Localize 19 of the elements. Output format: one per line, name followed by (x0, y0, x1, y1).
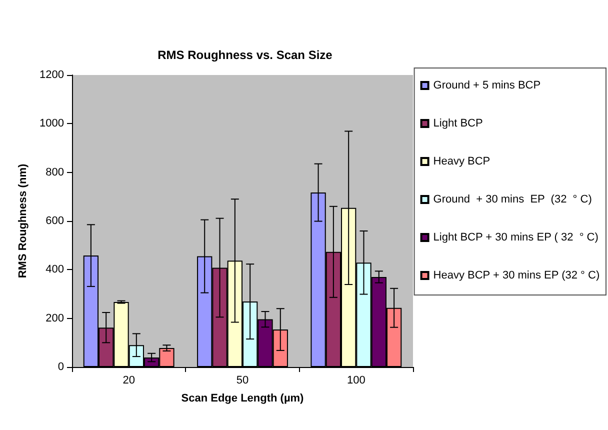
y-tick-label: 200 (46, 312, 64, 324)
legend-label: Heavy BCP (433, 156, 490, 168)
x-tick-label: 20 (122, 374, 135, 386)
y-tick-label: 1200 (40, 69, 64, 81)
y-tick-label: 800 (46, 166, 64, 178)
legend-label: Light BCP + 30 mins EP ( 32 ° C) (433, 232, 598, 244)
x-tick-label: 50 (236, 374, 249, 386)
x-axis-title: Scan Edge Length (µm) (181, 392, 304, 404)
chart-title: RMS Roughness vs. Scan Size (158, 48, 333, 62)
y-tick-label: 0 (58, 361, 64, 373)
y-axis-title: RMS Roughness (nm) (17, 164, 30, 278)
y-tick-label: 1000 (40, 118, 64, 130)
y-tick-label: 600 (46, 215, 64, 227)
legend-label: Ground + 5 mins BCP (433, 80, 541, 92)
x-tick-label: 100 (346, 374, 366, 386)
legend-label: Heavy BCP + 30 mins EP (32 ° C) (433, 270, 600, 282)
y-tick-label: 400 (46, 264, 64, 276)
legend-label: Ground + 30 mins EP (32 ° C) (433, 194, 592, 206)
legend-label: Light BCP (433, 118, 483, 130)
